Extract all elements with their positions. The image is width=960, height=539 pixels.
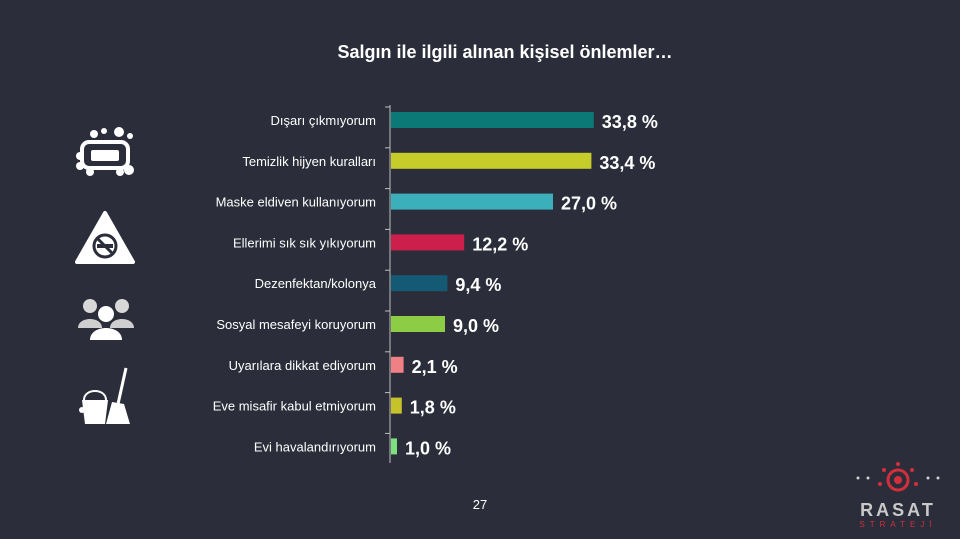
bar [391,397,402,414]
value-label: 2,1 % [412,357,458,377]
no-smoking-icon [75,211,135,264]
value-label: 27,0 % [561,194,617,214]
value-label: 1,8 % [410,398,456,418]
value-label: 33,8 % [602,112,658,132]
people-icon [78,299,134,340]
cleaning-icon [79,367,130,424]
category-label: Ellerimi sık sık yıkıyorum [233,235,376,250]
bar [391,438,397,455]
value-label: 9,0 % [453,316,499,336]
value-label: 12,2 % [472,234,528,254]
category-label: Maske eldiven kullanıyorum [216,195,376,210]
category-label: Evi havalandırıyorum [254,439,376,454]
value-label: 33,4 % [599,153,655,173]
category-label: Eve misafir kabul etmiyorum [213,399,376,414]
page-number: 27 [472,497,488,512]
logo-mark-icon [856,462,940,492]
company-logo: RASAT STRATEJİ [848,460,948,535]
category-label: Dezenfektan/kolonya [255,276,377,291]
category-label: Uyarılara dikkat ediyorum [229,358,376,373]
value-label: 1,0 % [405,438,451,458]
category-label: Dışarı çıkmıyorum [271,113,376,128]
bar [391,275,448,292]
logo-name: RASAT [860,500,936,520]
bar [391,152,592,169]
bar [391,112,594,128]
category-label: Sosyal mesafeyi koruyorum [216,317,376,332]
logo-subtitle: STRATEJİ [859,520,937,529]
category-label: Temizlik hijyen kuralları [242,154,376,169]
bar [391,356,404,373]
bar [391,316,445,332]
soap-icon [76,127,134,176]
bar [391,193,553,210]
bar [391,234,465,251]
value-label: 9,4 % [455,275,501,295]
page-title: Salgın ile ilgili alınan kişisel önlemle… [337,42,673,62]
